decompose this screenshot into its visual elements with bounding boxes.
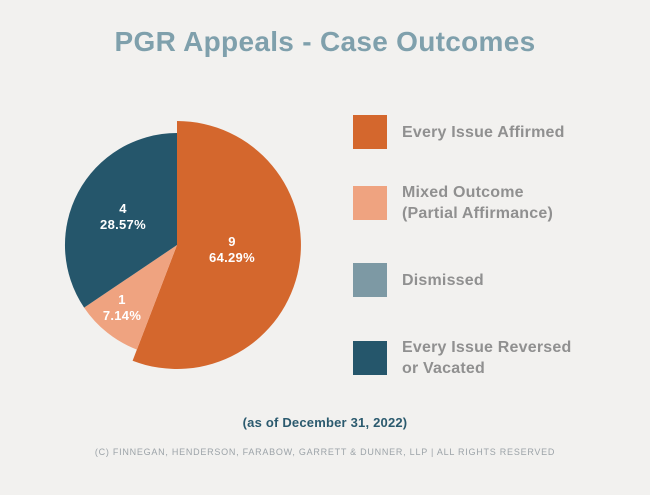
as-of-date: (as of December 31, 2022) bbox=[242, 415, 408, 430]
legend-swatch-0 bbox=[353, 115, 387, 149]
legend-item-2: Dismissed bbox=[353, 263, 484, 297]
copyright-notice: (C) FINNEGAN, HENDERSON, FARABOW, GARRET… bbox=[94, 447, 556, 457]
pie-slice-0[interactable] bbox=[132, 121, 301, 369]
legend-label-1: Mixed Outcome (Partial Affirmance) bbox=[402, 182, 553, 224]
legend-label-3: Every Issue Reversed or Vacated bbox=[402, 337, 571, 379]
page-title: PGR Appeals - Case Outcomes bbox=[114, 26, 536, 57]
legend-label-line: Every Issue Reversed bbox=[402, 339, 572, 356]
legend-swatch-2 bbox=[353, 263, 387, 297]
legend-label-line: Every Issue Affirmed bbox=[402, 123, 565, 141]
legend-item-1: Mixed Outcome (Partial Affirmance) bbox=[353, 184, 553, 222]
legend-swatch-3 bbox=[353, 341, 387, 375]
legend-label-0: Every Issue Affirmed bbox=[402, 122, 565, 143]
legend-item-0: Every Issue Affirmed bbox=[353, 115, 565, 149]
pie-slice-2[interactable] bbox=[64, 133, 177, 308]
legend-label-line: or Vacated bbox=[402, 360, 485, 377]
pie-slice-1[interactable] bbox=[84, 245, 177, 350]
legend-label-line: Mixed Outcome bbox=[402, 184, 524, 201]
legend-swatch-1 bbox=[353, 186, 387, 220]
legend-label-2: Dismissed bbox=[402, 270, 484, 291]
legend-label-line: Dismissed bbox=[402, 271, 484, 289]
legend-item-3: Every Issue Reversed or Vacated bbox=[353, 339, 571, 377]
legend-label-line: (Partial Affirmance) bbox=[402, 205, 553, 222]
